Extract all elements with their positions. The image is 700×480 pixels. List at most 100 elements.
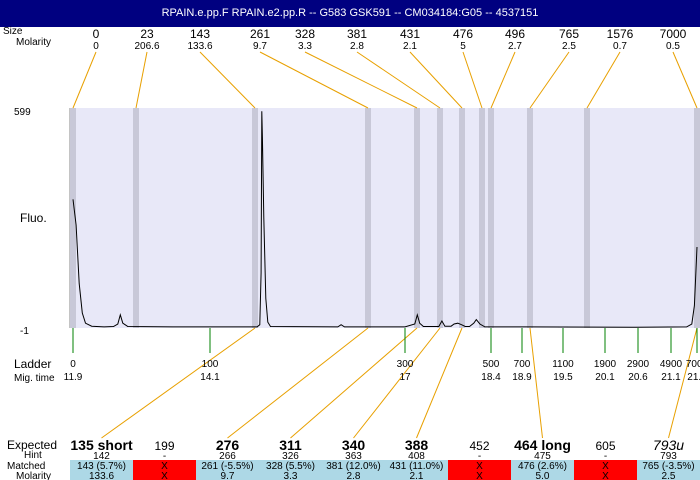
ladder-size-label: 1100 xyxy=(552,359,574,370)
peak-connector xyxy=(135,51,148,109)
hint-value: 408 xyxy=(408,451,425,462)
matched-value: 476 (2.6%) xyxy=(518,461,567,472)
peak-size-label: 1576 xyxy=(607,27,634,41)
peak-molarity-label: 5 xyxy=(460,41,466,52)
match-connector xyxy=(529,327,543,439)
peak-molarity-label: 3.3 xyxy=(298,41,312,52)
molarity-value: 3.3 xyxy=(284,471,298,480)
matched-cell xyxy=(637,460,700,480)
hint-value: - xyxy=(163,451,166,462)
molarity-value: 5.0 xyxy=(536,471,550,480)
fluorescence-trace xyxy=(72,111,698,328)
expected-size: 340 xyxy=(342,437,366,453)
expected-size: 464 long xyxy=(514,437,571,453)
peak-molarity-label: 2.8 xyxy=(350,41,364,52)
peak-size-label: 476 xyxy=(453,27,473,41)
ladder-size-label: 7000 xyxy=(686,359,700,370)
matched-row-label: Matched xyxy=(7,461,45,472)
ladder-time-label: 21.1 xyxy=(661,372,681,383)
ladder-time-label: 20.1 xyxy=(595,372,615,383)
peak-connector xyxy=(356,51,441,109)
peak-connector xyxy=(304,51,418,109)
expected-size: 311 xyxy=(279,437,302,453)
hint-value: 475 xyxy=(534,451,551,462)
matched-cell xyxy=(385,460,448,480)
matched-value: 328 (5.5%) xyxy=(266,461,315,472)
matched-cell xyxy=(574,460,637,480)
ladder-time-label: 14.1 xyxy=(200,372,220,383)
ladder-time-label: 21.6 xyxy=(687,372,700,383)
molarity-value: 2.5 xyxy=(662,471,676,480)
peak-size-label: 7000 xyxy=(660,27,687,41)
plot-area xyxy=(70,108,700,328)
peak-band xyxy=(252,108,258,328)
peak-molarity-label: 206.6 xyxy=(134,41,159,52)
size-row-label: Size xyxy=(3,26,23,37)
peak-size-label: 496 xyxy=(505,27,525,41)
molarity-value: X xyxy=(602,471,609,480)
ladder-time-label: 20.6 xyxy=(628,372,648,383)
peak-connector xyxy=(462,51,483,109)
peak-connector xyxy=(409,51,463,109)
expected-size: 452 xyxy=(469,439,489,453)
expected-size: 199 xyxy=(154,439,174,453)
molarity-value: X xyxy=(476,471,483,480)
ladder-label: Ladder xyxy=(14,357,51,371)
ladder-size-label: 300 xyxy=(397,359,414,370)
expected-size: 793u xyxy=(653,437,684,453)
ladder-size-label: 100 xyxy=(202,359,219,370)
peak-band xyxy=(527,108,533,328)
ladder-time-label: 18.4 xyxy=(481,372,501,383)
ladder-size-label: 0 xyxy=(70,359,76,370)
peak-molarity-label: 0 xyxy=(93,41,99,52)
peak-size-label: 765 xyxy=(559,27,579,41)
peak-size-label: 381 xyxy=(347,27,367,41)
matched-cell xyxy=(70,460,133,480)
expected-size: 605 xyxy=(595,439,615,453)
peak-molarity-label: 2.5 xyxy=(562,41,576,52)
matched-value: 143 (5.7%) xyxy=(77,461,126,472)
peak-molarity-label: 9.7 xyxy=(253,41,267,52)
matched-value: X xyxy=(161,461,168,472)
matched-cell xyxy=(322,460,385,480)
peak-size-label: 23 xyxy=(140,27,154,41)
matched-value: X xyxy=(476,461,483,472)
peak-band xyxy=(459,108,465,328)
peak-size-label: 328 xyxy=(295,27,315,41)
peak-connector xyxy=(199,51,256,109)
molarity-value: 2.1 xyxy=(410,471,424,480)
match-connector xyxy=(353,327,441,439)
matched-value: 381 (12.0%) xyxy=(326,461,380,472)
peak-band xyxy=(437,108,443,328)
hint-value: 326 xyxy=(282,451,299,462)
ladder-size-label: 1900 xyxy=(594,359,617,370)
window-title: RPAIN.e.pp.F RPAIN.e2.pp.R -- G583 GSK59… xyxy=(0,0,700,27)
hint-value: - xyxy=(478,451,481,462)
matched-value: 261 (-5.5%) xyxy=(201,461,253,472)
matched-cell xyxy=(133,460,196,480)
peak-band xyxy=(70,108,76,328)
hint-value: 363 xyxy=(345,451,362,462)
peak-band xyxy=(694,108,700,328)
molarity-row-label: Molarity xyxy=(16,37,51,48)
matched-cell xyxy=(511,460,574,480)
ladder-size-label: 700 xyxy=(514,359,531,370)
peak-band xyxy=(479,108,485,328)
mig-time-label: Mig. time xyxy=(14,373,55,384)
peak-band xyxy=(584,108,590,328)
ladder-time-label: 17 xyxy=(399,372,411,383)
peak-connector xyxy=(529,51,570,109)
hint-value: - xyxy=(604,451,607,462)
expected-size: 388 xyxy=(405,437,429,453)
hint-row-label: Hint xyxy=(24,450,42,461)
peak-connector xyxy=(72,51,97,109)
molarity-value: 133.6 xyxy=(89,471,114,480)
molarity-value: X xyxy=(161,471,168,480)
peak-band xyxy=(414,108,420,328)
peak-size-label: 261 xyxy=(250,27,270,41)
expected-size: 135 short xyxy=(70,437,133,453)
matched-value: 765 (-3.5%) xyxy=(642,461,694,472)
y-max-tick-label: 599 xyxy=(14,107,31,118)
peak-molarity-label: 0.7 xyxy=(613,41,627,52)
